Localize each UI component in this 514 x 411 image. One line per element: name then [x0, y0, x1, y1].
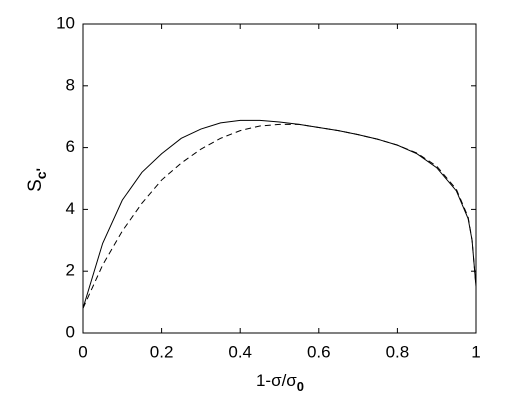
y-axis-label: Sc' [25, 168, 49, 192]
x-tick-label: 0.4 [228, 342, 252, 361]
y-tick-label: 6 [66, 137, 75, 156]
y-label-sub: c' [33, 168, 49, 179]
series-line [82, 119, 477, 309]
y-tick-label: 8 [66, 75, 75, 94]
x-tick-label: 1 [471, 342, 480, 361]
x-tick-label: 0.8 [386, 342, 410, 361]
x-axis-label: 1-σ/σ0 [256, 371, 304, 394]
plot-frame [82, 23, 477, 334]
series-line [82, 123, 477, 309]
x-label-sub: 0 [297, 379, 304, 394]
y-tick-label: 2 [66, 261, 75, 280]
y-label-main: S [25, 179, 46, 192]
x-tick-label: 0 [78, 342, 87, 361]
x-tick-label: 0.2 [150, 342, 174, 361]
y-tick-label: 0 [66, 322, 75, 341]
x-label-main: 1-σ/σ [256, 371, 297, 390]
y-tick-label: 10 [56, 13, 75, 32]
x-tick-label: 0.6 [307, 342, 331, 361]
y-tick-label: 4 [66, 199, 75, 218]
